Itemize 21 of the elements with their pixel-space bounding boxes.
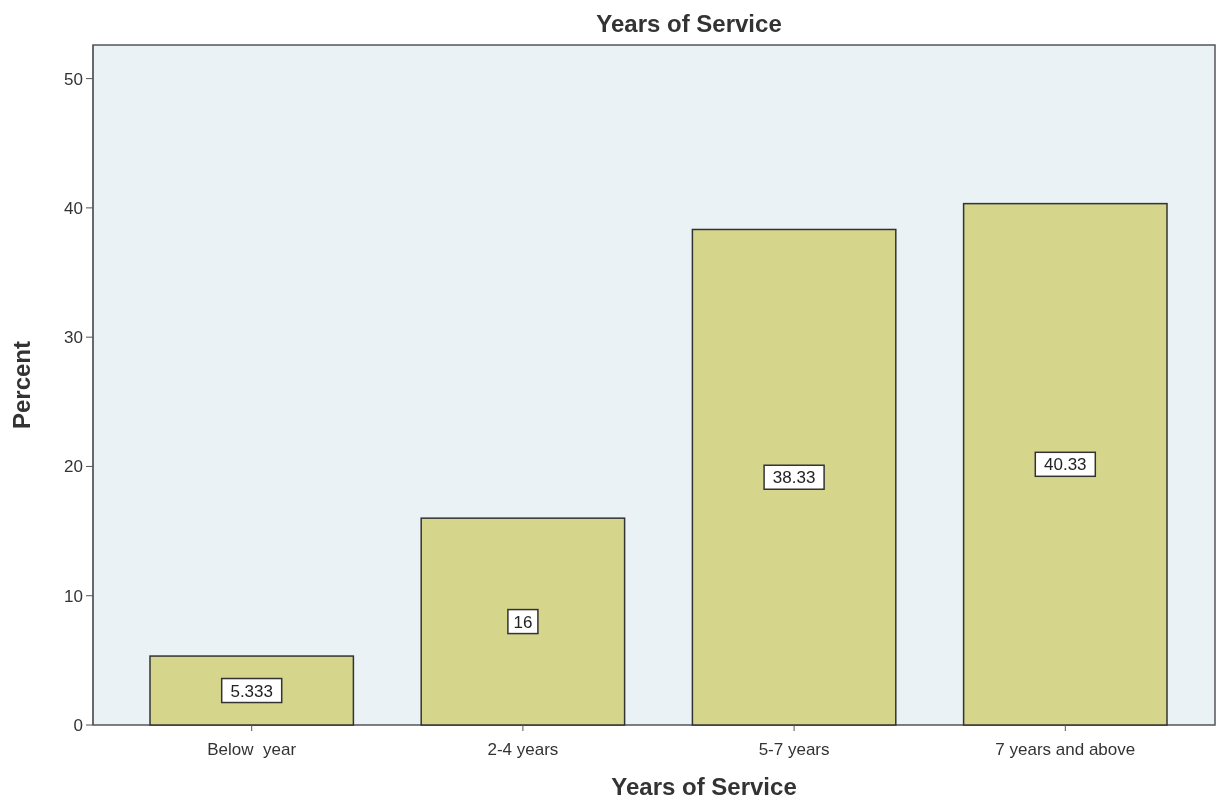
y-tick-label: 20 [64, 457, 83, 477]
x-tick-label: 5-7 years [758, 740, 830, 759]
chart-title: Years of Service [596, 10, 782, 37]
bar [962, 202, 1168, 726]
data-label: 40.33 [1044, 455, 1087, 475]
y-tick-label: 40 [64, 198, 83, 218]
y-tick-label: 0 [73, 716, 83, 735]
bar [420, 517, 626, 726]
x-tick-label: Below year [207, 740, 297, 759]
data-label: 38.33 [772, 468, 816, 488]
y-tick-label: 10 [64, 586, 83, 606]
data-label: 5.333 [230, 681, 273, 701]
bar [149, 655, 355, 726]
x-axis-title: Years of Service [611, 773, 797, 800]
data-label: 16 [513, 612, 533, 632]
bar [691, 228, 897, 726]
x-tick-label: 2-4 years [487, 740, 559, 759]
x-tick-label: 7 years and above [995, 740, 1136, 759]
y-tick-label: 50 [64, 69, 83, 89]
y-tick-label: 30 [64, 328, 83, 348]
y-axis-title: Percent [8, 340, 35, 430]
